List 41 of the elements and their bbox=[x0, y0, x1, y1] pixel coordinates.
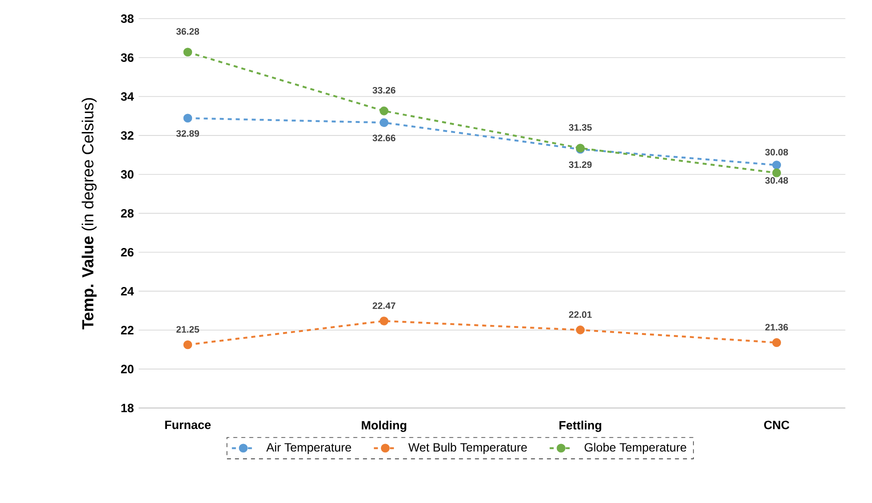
legend-label: Air Temperature bbox=[266, 442, 352, 454]
data-label: 21.36 bbox=[765, 324, 788, 331]
point bbox=[183, 340, 192, 350]
point bbox=[772, 338, 782, 348]
point bbox=[183, 114, 192, 123]
data-label: 31.35 bbox=[568, 124, 592, 131]
x-tick-label: Fettling bbox=[559, 420, 602, 432]
y-tick-label: 18 bbox=[121, 404, 134, 412]
y-tick-label: 36 bbox=[120, 54, 134, 62]
data-label: 30.48 bbox=[765, 177, 788, 184]
data-label: 36.28 bbox=[176, 28, 200, 35]
y-tick-label: 28 bbox=[121, 209, 134, 218]
point bbox=[576, 326, 585, 335]
point bbox=[772, 168, 782, 178]
point bbox=[772, 160, 782, 170]
y-tick-label: 38 bbox=[120, 14, 134, 24]
data-label: 31.29 bbox=[568, 162, 592, 168]
data-label: 32.66 bbox=[372, 134, 396, 142]
y-axis-title: Temp. Value (in degree Celsius) bbox=[82, 98, 97, 330]
y-tick-label: 20 bbox=[121, 364, 134, 374]
y-tick-label: 34 bbox=[120, 92, 134, 101]
data-label: 32.89 bbox=[176, 130, 200, 137]
data-label: 33.26 bbox=[372, 87, 396, 94]
y-tick-label: 26 bbox=[121, 248, 134, 257]
x-tick-label: Furnace bbox=[165, 420, 211, 430]
data-label: 22.01 bbox=[568, 311, 592, 318]
legend-label: Wet Bulb Temperature bbox=[408, 442, 527, 454]
y-tick-label: 24 bbox=[121, 287, 134, 296]
point bbox=[380, 106, 388, 116]
y-tick-label: 22 bbox=[121, 326, 134, 334]
point bbox=[380, 118, 388, 128]
y-tick-label: 32 bbox=[120, 131, 134, 140]
legend-label: Globe Temperature bbox=[584, 442, 686, 454]
y-tick-label: 30 bbox=[120, 170, 134, 179]
point bbox=[183, 48, 192, 57]
x-tick-label: Molding bbox=[362, 420, 406, 432]
point bbox=[380, 316, 388, 326]
data-label: 21.25 bbox=[176, 326, 200, 333]
data-label: 22.47 bbox=[372, 302, 396, 310]
data-label: 30.08 bbox=[765, 149, 788, 156]
x-tick-label: CNC bbox=[764, 420, 790, 430]
